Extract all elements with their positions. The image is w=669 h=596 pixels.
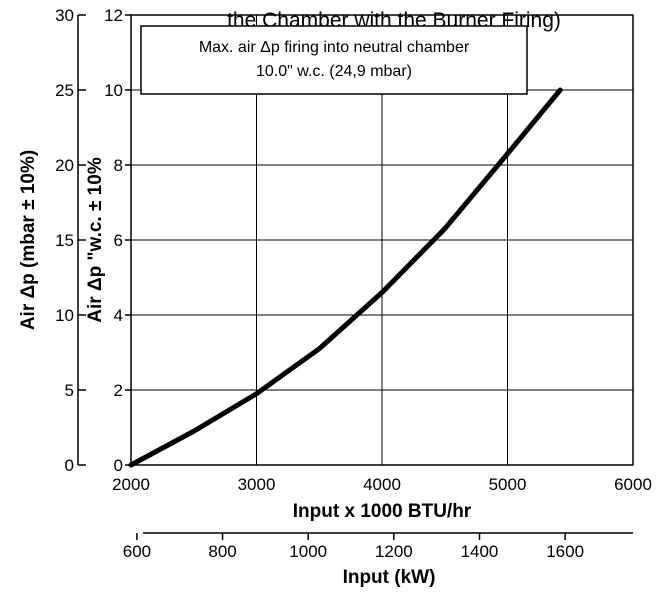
annotation-box: Max. air Δp firing into neutral chamber … xyxy=(141,26,527,94)
series-layer xyxy=(131,90,560,465)
series-line xyxy=(131,90,560,465)
y-tick-label: 10 xyxy=(104,81,123,100)
kw-tick-label: 600 xyxy=(123,542,151,561)
x-tick-label: 4000 xyxy=(363,475,401,494)
x-tick-label: 5000 xyxy=(489,475,527,494)
mbar-tick-label: 25 xyxy=(55,81,74,100)
kw-tick-label: 1000 xyxy=(289,542,327,561)
y-tick-label: 4 xyxy=(114,306,123,325)
y-tick-label: 8 xyxy=(114,156,123,175)
mbar-axis-title: Air Δp (mbar ± 10%) xyxy=(18,150,39,330)
kw-tick-label: 1400 xyxy=(461,542,499,561)
mbar-tick-label: 0 xyxy=(65,456,74,475)
annotation-line-1: Max. air Δp firing into neutral chamber xyxy=(199,39,470,56)
mbar-tick-label: 10 xyxy=(55,306,74,325)
annotation-line-2: 10.0" w.c. (24,9 mbar) xyxy=(256,63,412,80)
kw-tick-label: 1600 xyxy=(546,542,584,561)
y-tick-label: 2 xyxy=(114,381,123,400)
y-axis-title: Air Δp "w.c. ± 10% xyxy=(85,157,106,323)
kw-tick-label: 1200 xyxy=(375,542,413,561)
x-tick-label: 3000 xyxy=(238,475,276,494)
kw-axis-title: Input (kW) xyxy=(343,567,436,588)
y-tick-label: 6 xyxy=(114,231,123,250)
kw-tick-label: 800 xyxy=(208,542,236,561)
mbar-tick-label: 5 xyxy=(65,381,74,400)
mbar-tick-label: 15 xyxy=(55,231,74,250)
x-tick-label: 6000 xyxy=(614,475,652,494)
y-tick-label: 12 xyxy=(104,6,123,25)
y-tick-label: 0 xyxy=(114,456,123,475)
mbar-tick-label: 30 xyxy=(55,6,74,25)
mbar-tick-label: 20 xyxy=(55,156,74,175)
x-axis-title: Input x 1000 BTU/hr xyxy=(293,501,472,522)
x-tick-label: 2000 xyxy=(112,475,150,494)
